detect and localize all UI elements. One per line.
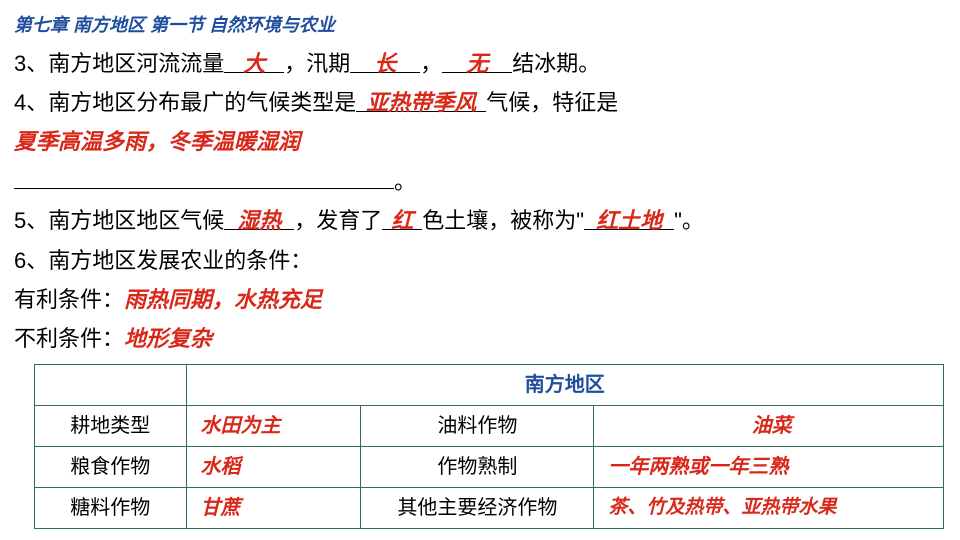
q5-mid2: 色土壤，被称为" [422,208,584,233]
q3-ans2: 长 [374,51,396,76]
q3-blank1: 大 [224,45,284,73]
row-label2: 作物熟制 [361,446,594,487]
q6-unfav-ans: 地形复杂 [124,326,212,351]
q3-mid1: ，汛期 [284,51,350,76]
row-label: 耕地类型 [35,405,187,446]
q3-blank3: 无 [442,45,512,73]
q4-blank1: 亚热带季风 [356,84,486,112]
row-ans2: 一年两熟或一年三熟 [594,446,944,487]
q5-suffix: "。 [674,208,704,233]
q3-blank2: 长 [350,45,420,73]
row-label: 糖料作物 [35,487,187,528]
table-header-empty [35,364,187,405]
row-ans: 水稻 [186,446,361,487]
q6-unfavorable: 不利条件：地形复杂 [14,320,946,357]
q5-ans2: 红 [391,208,413,233]
q5-ans1: 湿热 [237,208,281,233]
table-header: 南方地区 [186,364,944,405]
q6-unfav-label: 不利条件： [14,326,124,351]
table-header-row: 南方地区 [35,364,944,405]
table-row: 耕地类型 水田为主 油料作物 油菜 [35,405,944,446]
q5-blank2: 红 [382,202,422,230]
row-ans2: 茶、竹及热带、亚热带水果 [594,487,944,528]
q5-mid1: ，发育了 [294,208,382,233]
q3-mid2: ， [420,51,442,76]
row-ans: 甘蔗 [186,487,361,528]
question-5: 5、南方地区地区气候湿热 ，发育了红色土壤，被称为" 红土地 "。 [14,202,946,239]
q4-suffix: 。 [394,169,416,194]
question-3: 3、南方地区河流流量大 ，汛期长 ， 无结冰期。 [14,45,946,82]
q6-fav-label: 有利条件： [14,287,124,312]
table-row: 糖料作物 甘蔗 其他主要经济作物 茶、竹及热带、亚热带水果 [35,487,944,528]
q4-prefix: 4、南方地区分布最广的气候类型是 [14,90,356,115]
q4-ans2: 夏季高温多雨，冬季温暖湿润 [14,129,300,154]
q3-ans1: 大 [243,51,265,76]
question-4: 4、南方地区分布最广的气候类型是亚热带季风气候，特征是 [14,84,946,121]
q5-ans3: 红土地 [596,208,662,233]
question-6-title: 6、南方地区发展农业的条件： [14,242,946,279]
q3-ans3: 无 [466,51,488,76]
row-ans: 水田为主 [186,405,361,446]
q5-blank3: 红土地 [584,202,674,230]
q4-blank2 [14,161,394,189]
q6-fav-ans: 雨热同期，水热充足 [124,287,322,312]
q3-suffix: 结冰期。 [512,51,600,76]
q6-favorable: 有利条件：雨热同期，水热充足 [14,281,946,318]
row-label2: 其他主要经济作物 [361,487,594,528]
table-row: 粮食作物 水稻 作物熟制 一年两熟或一年三熟 [35,446,944,487]
agriculture-table: 南方地区 耕地类型 水田为主 油料作物 油菜 粮食作物 水稻 作物熟制 一年两熟… [34,364,944,529]
q5-blank1: 湿热 [224,202,294,230]
q4-ans1: 亚热带季风 [366,90,476,115]
row-ans2: 油菜 [594,405,944,446]
question-4-line2: 夏季高温多雨，冬季温暖湿润 。 [14,123,946,200]
q3-prefix: 3、南方地区河流流量 [14,51,224,76]
row-label: 粮食作物 [35,446,187,487]
row-label2: 油料作物 [361,405,594,446]
chapter-title: 第七章 南方地区 第一节 自然环境与农业 [14,10,946,41]
q4-mid: 气候，特征是 [486,90,618,115]
q5-prefix: 5、南方地区地区气候 [14,208,224,233]
